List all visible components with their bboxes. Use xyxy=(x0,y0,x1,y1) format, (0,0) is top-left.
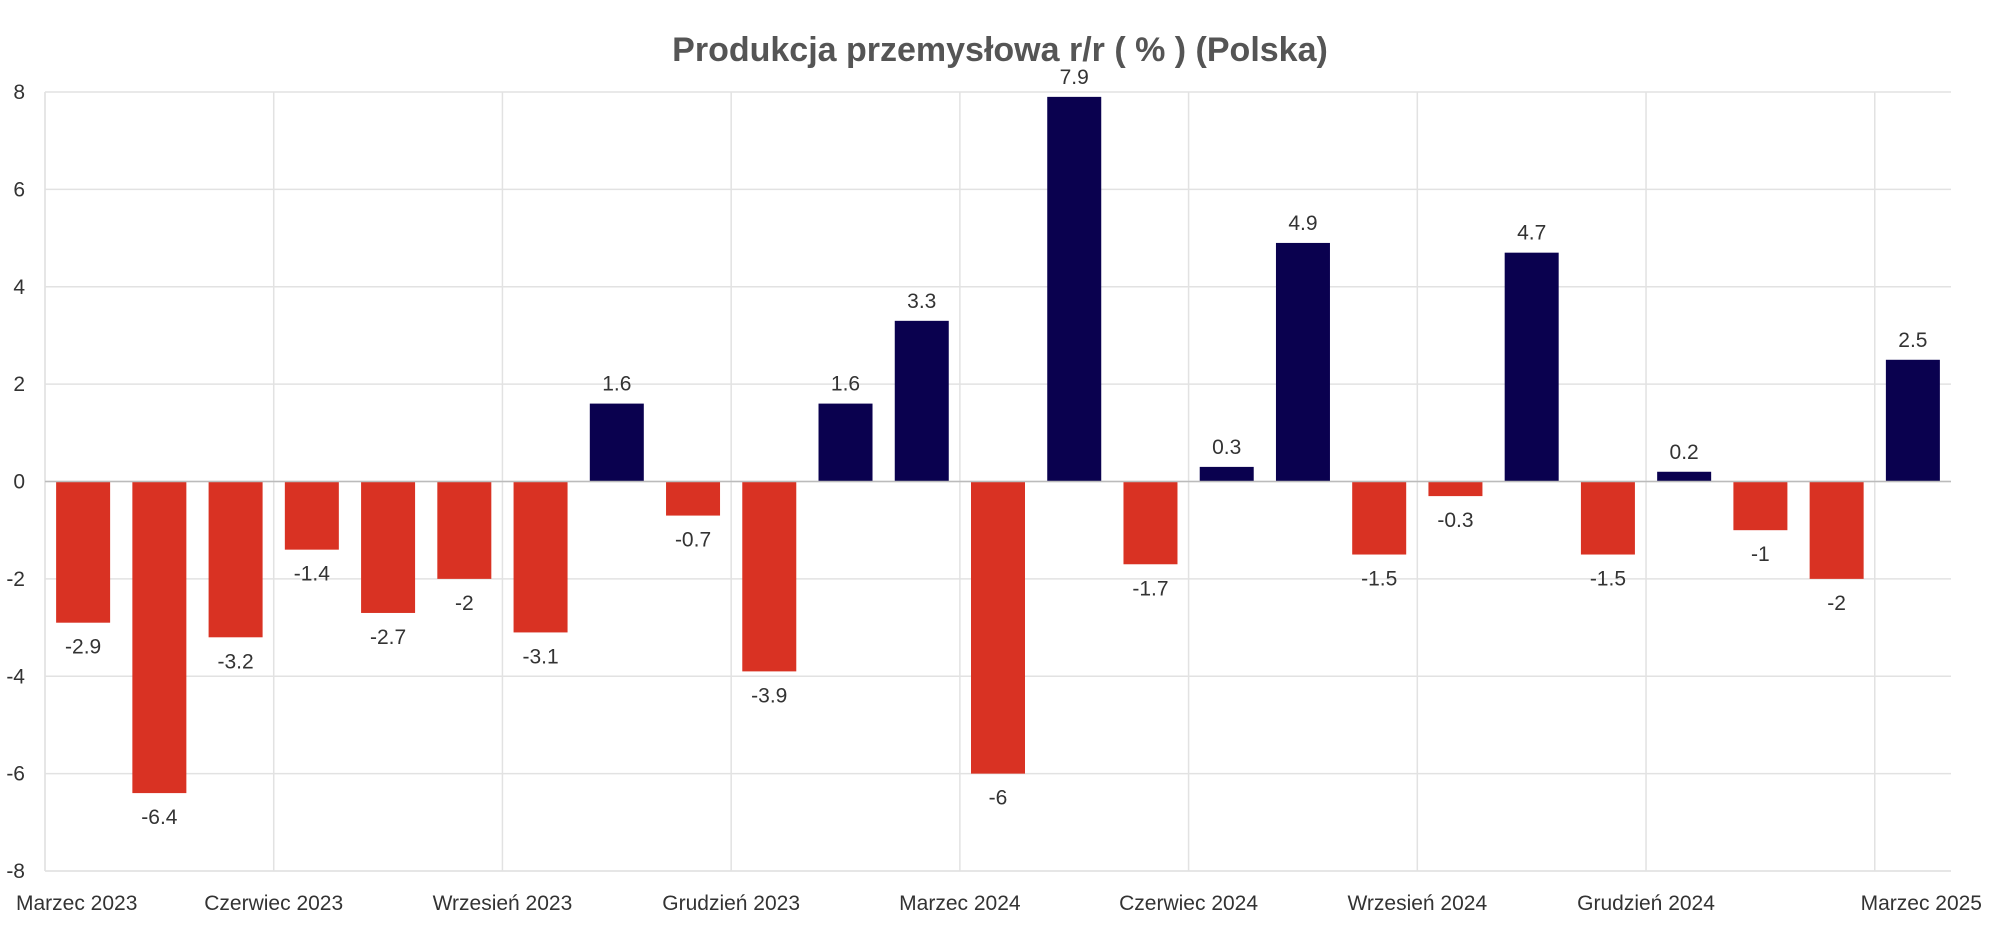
bar xyxy=(1123,481,1178,565)
x-tick-label: Grudzień 2024 xyxy=(1577,892,1715,915)
data-label: 0.3 xyxy=(1212,436,1241,459)
data-label: -1.5 xyxy=(1361,568,1397,591)
bar xyxy=(284,481,339,550)
bar xyxy=(1199,466,1254,482)
bar xyxy=(1885,359,1940,482)
data-label: -1.5 xyxy=(1590,568,1626,591)
x-tick-label: Marzec 2023 xyxy=(16,892,137,915)
bar xyxy=(1047,96,1102,482)
bar xyxy=(971,481,1025,774)
y-tick-label: 0 xyxy=(13,471,25,494)
bar xyxy=(1580,481,1635,555)
y-axis-tick-labels: 8 6 4 2 0 -2 -4 -6 -8 xyxy=(6,81,25,883)
x-tick-label: Czerwiec 2024 xyxy=(1119,892,1258,915)
data-label: 0.2 xyxy=(1670,441,1699,464)
chart-title: Produkcja przemysłowa r/r ( % ) (Polska) xyxy=(672,31,1328,69)
data-labels: -2.9 -6.4 -3.2 -1.4 -2.7 -2 -3.1 1.6 -0.7 -3.9 1.6… xyxy=(65,66,1927,829)
bar xyxy=(1809,481,1864,579)
data-label: -2 xyxy=(1827,592,1846,615)
bar xyxy=(132,481,187,794)
bar xyxy=(1657,471,1712,482)
x-tick-label: Marzec 2025 xyxy=(1861,892,1982,915)
bar xyxy=(1352,481,1407,555)
bar xyxy=(894,320,949,482)
data-label: -6.4 xyxy=(141,806,178,829)
y-tick-label: -8 xyxy=(6,860,25,883)
data-label: -2.9 xyxy=(65,636,101,659)
data-label: 4.9 xyxy=(1288,212,1317,235)
bar xyxy=(56,481,111,623)
data-label: -1.7 xyxy=(1132,577,1168,600)
y-tick-label: 2 xyxy=(13,373,25,396)
data-label: -2.7 xyxy=(370,626,406,649)
data-label: 4.7 xyxy=(1517,222,1546,245)
bar xyxy=(666,481,721,516)
bar xyxy=(742,481,797,672)
data-label: -0.3 xyxy=(1437,509,1473,532)
bar xyxy=(1733,481,1788,531)
data-label: -2 xyxy=(455,592,474,615)
x-tick-label: Grudzień 2023 xyxy=(662,892,800,915)
data-label: -1 xyxy=(1751,543,1770,566)
bar xyxy=(1275,242,1330,482)
bar xyxy=(1504,252,1559,482)
data-label: 2.5 xyxy=(1898,329,1927,352)
data-label: -3.1 xyxy=(522,645,558,668)
bar xyxy=(589,403,644,482)
bar xyxy=(437,481,492,579)
bar xyxy=(818,403,873,482)
y-tick-label: -6 xyxy=(6,763,25,786)
bar xyxy=(1428,481,1483,497)
y-tick-label: 6 xyxy=(13,178,25,201)
data-label: -3.9 xyxy=(751,684,787,707)
data-label: 1.6 xyxy=(831,373,860,396)
y-tick-label: -4 xyxy=(6,665,25,688)
bar xyxy=(361,481,416,613)
bar xyxy=(513,481,568,633)
y-tick-label: -2 xyxy=(6,568,25,591)
data-label: -3.2 xyxy=(218,650,254,673)
bars xyxy=(56,96,1940,794)
bar xyxy=(208,481,263,638)
y-tick-label: 4 xyxy=(13,276,25,299)
y-tick-label: 8 xyxy=(13,81,25,104)
x-axis-tick-labels: Marzec 2023 Czerwiec 2023 Wrzesień 2023 Gru… xyxy=(16,892,1982,915)
data-label: -0.7 xyxy=(675,529,711,552)
x-tick-label: Marzec 2024 xyxy=(899,892,1021,915)
data-label: 1.6 xyxy=(602,373,631,396)
x-tick-label: Wrzesień 2024 xyxy=(1347,892,1487,915)
data-label: 7.9 xyxy=(1060,66,1089,89)
x-tick-label: Wrzesień 2023 xyxy=(433,892,573,915)
data-label: 3.3 xyxy=(907,290,936,313)
x-tick-label: Czerwiec 2023 xyxy=(204,892,343,915)
data-label: -1.4 xyxy=(294,563,331,586)
data-label: -6 xyxy=(989,787,1008,810)
